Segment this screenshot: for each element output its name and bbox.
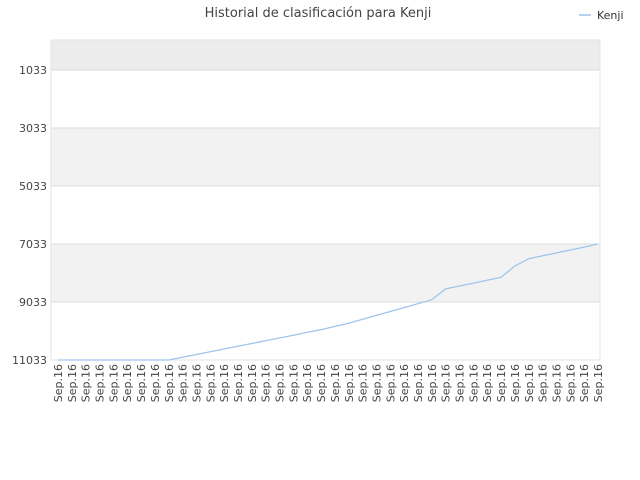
x-tick-label: Sep.16 (454, 364, 467, 402)
y-axis-labels: 1033 3033 5033 7033 9033 11033 (12, 64, 47, 367)
x-tick-label: Sep.16 (592, 364, 605, 402)
x-tick-label: Sep.16 (412, 364, 425, 402)
x-tick-label: Sep.16 (121, 364, 134, 402)
legend[interactable]: Kenji (579, 9, 624, 22)
plot-background-bands (51, 40, 600, 302)
x-axis-labels: Sep.16 Sep.16 Sep.16 Sep.16 Sep.16 Sep.16 Sep.… (52, 364, 605, 402)
x-tick-label: Sep.16 (246, 364, 259, 402)
x-tick-label: Sep.16 (204, 364, 217, 402)
x-tick-label: Sep.16 (370, 364, 383, 402)
x-tick-label: Sep.16 (287, 364, 300, 402)
x-tick-label: Sep.16 (177, 364, 190, 402)
x-tick-label: Sep.16 (107, 364, 120, 402)
y-tick-label: 11033 (12, 354, 47, 367)
x-tick-label: Sep.16 (426, 364, 439, 402)
x-tick-label: Sep.16 (135, 364, 148, 402)
x-tick-label: Sep.16 (509, 364, 522, 402)
legend-label-kenji: Kenji (597, 9, 624, 22)
x-tick-label: Sep.16 (163, 364, 176, 402)
plot-frame (50, 39, 601, 361)
x-tick-label: Sep.16 (52, 364, 65, 402)
background-band (51, 127, 600, 186)
series-line-kenji (58, 243, 599, 361)
x-tick-label: Sep.16 (232, 364, 245, 402)
x-tick-label: Sep.16 (523, 364, 536, 402)
grid-lines (51, 69, 600, 361)
y-tick-label: 5033 (19, 180, 47, 193)
x-tick-label: Sep.16 (315, 364, 328, 402)
x-tick-label: Sep.16 (550, 364, 563, 402)
x-tick-label: Sep.16 (440, 364, 453, 402)
chart-title: Historial de clasificación para Kenji (205, 6, 432, 21)
y-tick-label: 9033 (19, 296, 47, 309)
y-tick-label: 3033 (19, 122, 47, 135)
series-layer (58, 243, 599, 361)
x-tick-label: Sep.16 (301, 364, 314, 402)
x-tick-label: Sep.16 (578, 364, 591, 402)
x-tick-label: Sep.16 (564, 364, 577, 402)
x-tick-label: Sep.16 (66, 364, 79, 402)
x-tick-label: Sep.16 (80, 364, 93, 402)
background-band (51, 40, 600, 70)
x-tick-label: Sep.16 (94, 364, 107, 402)
y-tick-label: 1033 (19, 64, 47, 77)
x-tick-label: Sep.16 (274, 364, 287, 402)
x-tick-label: Sep.16 (329, 364, 342, 402)
x-tick-label: Sep.16 (398, 364, 411, 402)
x-tick-label: Sep.16 (149, 364, 162, 402)
x-tick-label: Sep.16 (467, 364, 480, 402)
x-tick-label: Sep.16 (495, 364, 508, 402)
x-tick-label: Sep.16 (481, 364, 494, 402)
y-tick-label: 7033 (19, 238, 47, 251)
background-band (51, 243, 600, 302)
x-tick-label: Sep.16 (260, 364, 273, 402)
x-tick-label: Sep.16 (190, 364, 203, 402)
x-tick-label: Sep.16 (218, 364, 231, 402)
x-tick-label: Sep.16 (537, 364, 550, 402)
x-tick-label: Sep.16 (384, 364, 397, 402)
x-tick-label: Sep.16 (343, 364, 356, 402)
x-tick-label: Sep.16 (357, 364, 370, 402)
